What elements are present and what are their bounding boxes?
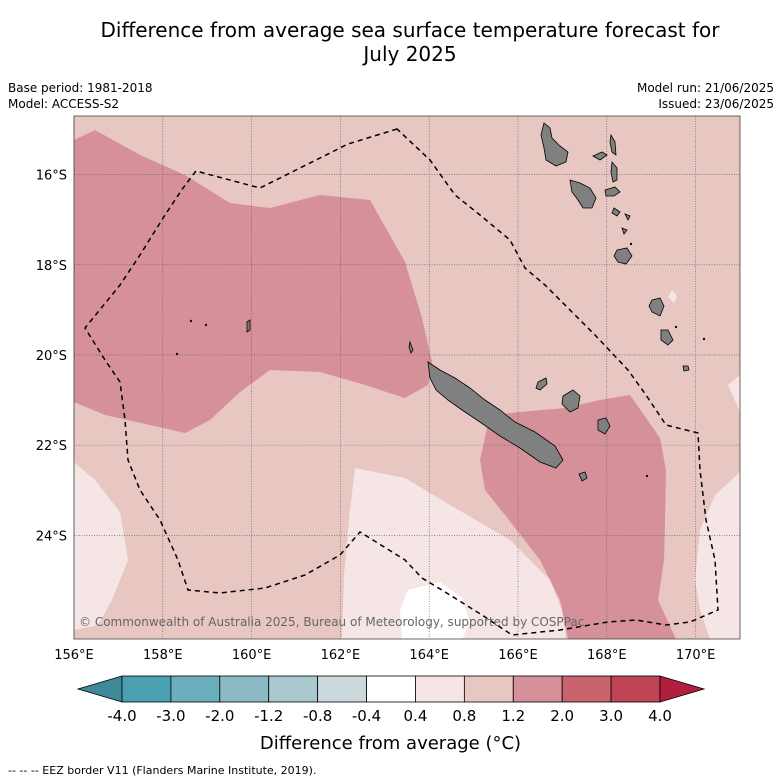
y-tick-label: 22°S (36, 439, 67, 454)
efate-island (613, 247, 633, 265)
belep-islands (408, 340, 414, 354)
sst-anomaly-field (74, 116, 740, 639)
x-tick-label: 164°E (409, 648, 449, 663)
anomaly-0.4-0.8-east-small (728, 375, 740, 412)
anomaly-neutral-zone (400, 582, 470, 639)
x-tick-label: 156°E (54, 648, 94, 663)
pentecost-island (610, 161, 618, 183)
reef-islet-1 (189, 319, 193, 323)
x-tick-label: 168°E (587, 648, 627, 663)
epi-island (611, 207, 621, 217)
anomaly-1.2-2.0-southeast (480, 395, 676, 639)
colorbar-underflow-arrow (76, 675, 123, 703)
land-masses (175, 122, 706, 482)
shepherd-islands (624, 213, 631, 221)
latitude-tick-labels: 16°S 18°S 20°S 22°S 24°S (36, 169, 67, 545)
aneityum-island (682, 365, 690, 372)
colorbar-tick-label: 0.4 (404, 707, 428, 725)
map-title: Difference from average sea surface temp… (60, 18, 760, 66)
colorbar-tick-label: -4.0 (107, 707, 136, 725)
lifou-island (561, 389, 581, 413)
malakula-island (569, 179, 597, 209)
isle-of-pines (578, 471, 588, 482)
x-tick-label: 158°E (143, 648, 183, 663)
colorbar (76, 675, 706, 703)
issued-date: Issued: 23/06/2025 (658, 97, 774, 111)
map-frame (73, 115, 741, 640)
colorbar-tick-label: 3.0 (599, 707, 623, 725)
emae-island (621, 227, 628, 235)
colorbar-label: Difference from average (°C) (259, 733, 522, 754)
colorbar-overflow-arrow (659, 675, 706, 703)
colorbar-segment (512, 675, 563, 703)
colorbar-tick-label: -2.0 (205, 707, 234, 725)
anomaly-0.4-0.8-spot (668, 290, 677, 303)
colorbar-segment (317, 675, 367, 703)
ambae-island (592, 151, 608, 161)
new-caledonia-mainland (427, 361, 564, 469)
copyright-notice: © Commonwealth of Australia 2025, Bureau… (79, 615, 584, 629)
model-run: Model run: 21/06/2025 (636, 81, 774, 95)
chesterfield-islands (246, 319, 251, 333)
colorbar-tick-label: 1.2 (501, 707, 525, 725)
colorbar-tick-label: -1.2 (254, 707, 283, 725)
colorbar-tick-label: 0.8 (452, 707, 476, 725)
base-period: Base period: 1981-2018 (8, 81, 153, 95)
meta-left: Base period: 1981-2018 Model: ACCESS-S2 (8, 80, 153, 112)
x-tick-label: 170°E (676, 648, 716, 663)
y-tick-label: 16°S (36, 169, 67, 184)
y-tick-label: 24°S (36, 529, 67, 544)
reef-islet-7 (629, 242, 633, 246)
ouvea-island (535, 377, 548, 391)
y-tick-label: 18°S (36, 259, 67, 274)
colorbar-tick-label: -3.0 (156, 707, 185, 725)
colorbar-segment (366, 675, 416, 703)
reef-islet-4 (674, 325, 678, 329)
title-line-1: Difference from average sea surface temp… (100, 18, 720, 42)
x-tick-label: 166°E (498, 648, 538, 663)
reef-islet-2 (204, 323, 208, 327)
colorbar-tick-label: 4.0 (648, 707, 672, 725)
mare-island (597, 417, 611, 435)
colorbar-segment (268, 675, 319, 703)
anomaly-0.4-0.8-west (74, 462, 128, 630)
x-tick-label: 162°E (321, 648, 361, 663)
anomaly-0.4-0.8-east (695, 472, 740, 639)
tanna-island (660, 329, 674, 346)
anomaly-1.2-2.0-northwest (74, 130, 432, 433)
eez-legend-note: -- -- -- EEZ border V11 (Flanders Marine… (8, 764, 317, 777)
maewo-island (609, 133, 617, 156)
colorbar-segment (170, 675, 221, 703)
anomaly-0.4-0.8-south (342, 468, 566, 639)
colorbar-segment (121, 675, 172, 703)
espiritu-santo-island (540, 122, 569, 167)
erromango-island (648, 297, 665, 317)
eez-border (84, 128, 719, 636)
colorbar-segment (415, 675, 465, 703)
y-tick-label: 20°S (36, 349, 67, 364)
ambrym-island (604, 186, 621, 197)
x-tick-label: 160°E (232, 648, 272, 663)
colorbar-tick-labels: -4.0 -3.0 -2.0 -1.2 -0.8 -0.4 0.4 0.8 1.2 2.0 3.0 4… (107, 707, 672, 725)
model-name: Model: ACCESS-S2 (8, 97, 120, 111)
colorbar-segment (561, 675, 612, 703)
colorbar-segment (610, 675, 661, 703)
colorbar-tick-label: 2.0 (550, 707, 574, 725)
reef-islet-3 (175, 352, 179, 356)
colorbar-segment (463, 675, 514, 703)
longitude-tick-labels: 156°E 158°E 160°E 162°E 164°E 166°E 168°E 170°E (54, 648, 715, 663)
reef-islet-5 (702, 337, 706, 341)
colorbar-segment (219, 675, 270, 703)
colorbar-tick-label: -0.8 (303, 707, 332, 725)
meta-right: Model run: 21/06/2025 Issued: 23/06/2025 (637, 80, 774, 112)
colorbar-tick-label: -0.4 (352, 707, 381, 725)
reef-islet-6 (645, 474, 649, 478)
title-line-2: July 2025 (363, 42, 457, 66)
